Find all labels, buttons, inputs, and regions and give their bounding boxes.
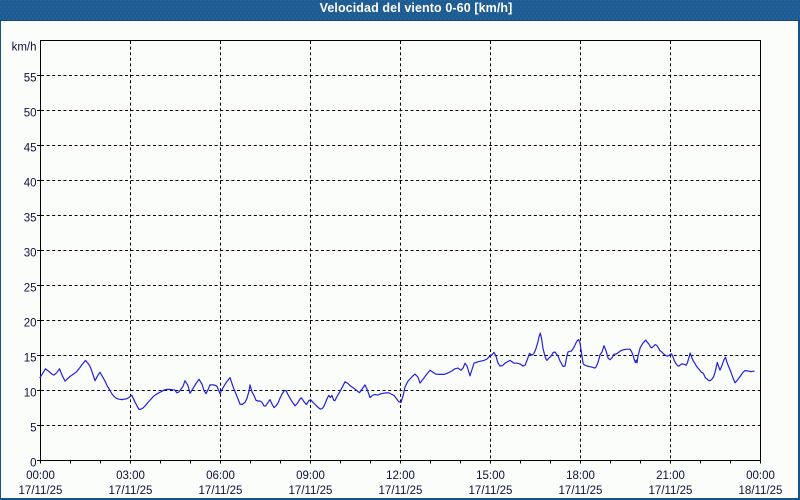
svg-text:00:00: 00:00 xyxy=(26,470,55,482)
svg-text:06:00: 06:00 xyxy=(206,470,235,482)
svg-text:40: 40 xyxy=(24,177,37,189)
svg-text:17/11/25: 17/11/25 xyxy=(109,485,153,497)
svg-text:45: 45 xyxy=(24,142,37,154)
svg-text:18/11/25: 18/11/25 xyxy=(739,485,783,497)
svg-text:15:00: 15:00 xyxy=(476,470,505,482)
svg-text:km/h: km/h xyxy=(12,41,37,53)
svg-text:17/11/25: 17/11/25 xyxy=(649,485,693,497)
svg-text:12:00: 12:00 xyxy=(386,470,415,482)
svg-text:18:00: 18:00 xyxy=(566,470,595,482)
svg-text:0: 0 xyxy=(30,457,36,469)
svg-text:25: 25 xyxy=(24,282,37,294)
svg-text:15: 15 xyxy=(24,352,37,364)
svg-text:17/11/25: 17/11/25 xyxy=(19,485,63,497)
svg-text:17/11/25: 17/11/25 xyxy=(199,485,243,497)
svg-text:17/11/25: 17/11/25 xyxy=(379,485,423,497)
svg-text:17/11/25: 17/11/25 xyxy=(289,485,333,497)
svg-text:10: 10 xyxy=(24,387,37,399)
svg-text:5: 5 xyxy=(30,422,36,434)
svg-text:21:00: 21:00 xyxy=(656,470,685,482)
svg-text:35: 35 xyxy=(24,212,37,224)
svg-text:17/11/25: 17/11/25 xyxy=(559,485,603,497)
svg-text:17/11/25: 17/11/25 xyxy=(469,485,513,497)
svg-text:03:00: 03:00 xyxy=(116,470,145,482)
svg-text:20: 20 xyxy=(24,317,37,329)
svg-text:00:00: 00:00 xyxy=(746,470,775,482)
svg-text:55: 55 xyxy=(24,72,37,84)
svg-text:50: 50 xyxy=(24,107,37,119)
svg-text:09:00: 09:00 xyxy=(296,470,325,482)
svg-text:30: 30 xyxy=(24,247,37,259)
